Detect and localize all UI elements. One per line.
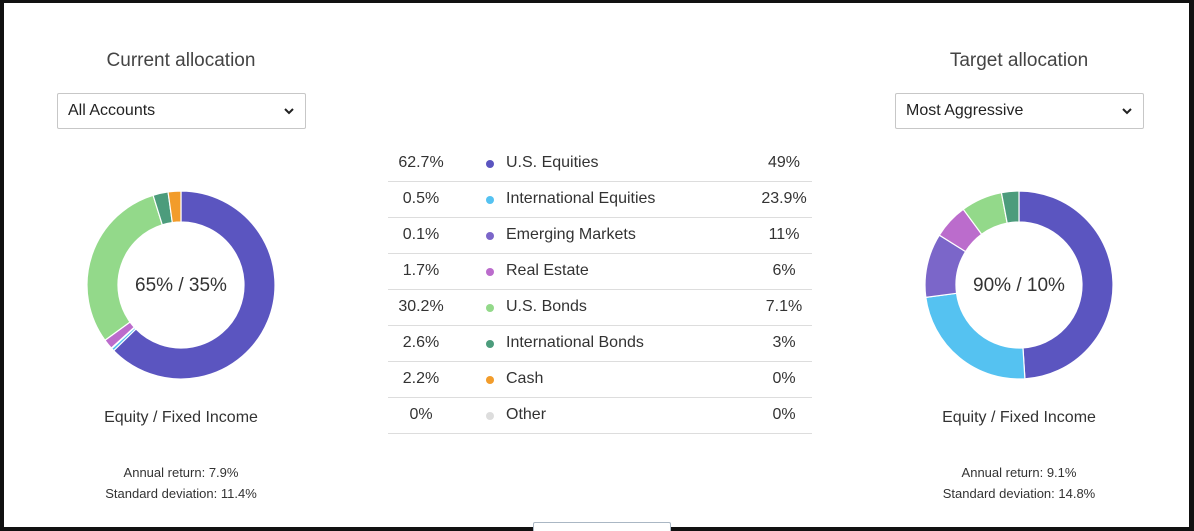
target-percent-label: 0%	[772, 406, 796, 423]
target-equity-fixed-ratio: 90% / 10%	[973, 275, 1065, 296]
donut-slice	[925, 292, 1026, 380]
asset-class-label: International Bonds	[506, 334, 644, 351]
target-allocation-title: Target allocation	[949, 50, 1089, 71]
accounts-select-value: All Accounts	[68, 102, 156, 119]
target-percent-label: 6%	[772, 262, 796, 279]
target-annual-return: Annual return: 9.1%	[961, 465, 1077, 480]
donut-slice	[1018, 190, 1114, 380]
legend-dot-icon	[486, 160, 494, 168]
current-standard-deviation: Standard deviation: 11.4%	[105, 486, 257, 501]
current-annual-return: Annual return: 7.9%	[123, 465, 239, 480]
chevron-down-icon	[1122, 108, 1132, 115]
target-percent-label: 23.9%	[761, 190, 807, 207]
allocation-row: 30.2% U.S. Bonds 7.1%	[388, 290, 812, 326]
allocation-row: 2.2% Cash 0%	[388, 362, 812, 398]
current-caption: Equity / Fixed Income	[104, 409, 258, 426]
current-percent-label: 0.1%	[402, 226, 440, 243]
accounts-select[interactable]: All Accounts	[57, 93, 306, 129]
allocation-row: 0.5% International Equities 23.9%	[388, 182, 812, 218]
asset-class-label: Cash	[506, 370, 544, 387]
legend-dot-icon	[486, 376, 494, 384]
allocation-row: 62.7% U.S. Equities 49%	[388, 146, 812, 182]
target-standard-deviation: Standard deviation: 14.8%	[942, 486, 1096, 501]
chevron-down-icon	[284, 108, 294, 115]
donut-slice	[86, 194, 164, 342]
asset-class-label: Real Estate	[506, 262, 589, 279]
legend-dot-icon	[486, 268, 494, 276]
current-percent-label: 1.7%	[402, 262, 440, 279]
current-percent-label: 2.6%	[402, 334, 440, 351]
asset-class-label: U.S. Equities	[506, 154, 599, 171]
risk-profile-select-value: Most Aggressive	[906, 102, 1024, 119]
legend-dot-icon	[486, 196, 494, 204]
legend-dot-icon	[486, 304, 494, 312]
asset-class-label: U.S. Bonds	[506, 298, 587, 315]
asset-class-label: International Equities	[506, 190, 656, 207]
current-percent-label: 0.5%	[402, 190, 440, 207]
target-percent-label: 0%	[772, 370, 796, 387]
current-percent-label: 0%	[409, 406, 433, 423]
current-percent-label: 62.7%	[398, 154, 444, 171]
target-percent-label: 11%	[768, 226, 800, 243]
asset-class-label: Other	[506, 406, 547, 423]
target-percent-label: 7.1%	[765, 298, 803, 315]
donut-slice	[167, 190, 182, 224]
allocation-table: 62.7% U.S. Equities 49% 0.5% International E…	[388, 146, 812, 434]
legend-dot-icon	[486, 340, 494, 348]
donut-slice	[1000, 190, 1020, 224]
legend-dot-icon	[486, 232, 494, 240]
donut-slice	[112, 190, 276, 380]
current-percent-label: 2.2%	[402, 370, 440, 387]
legend-dot-icon	[486, 412, 494, 420]
current-percent-label: 30.2%	[398, 298, 444, 315]
allocation-row: 1.7% Real Estate 6%	[388, 254, 812, 290]
target-caption: Equity / Fixed Income	[942, 409, 1096, 426]
bottom-button-partial[interactable]	[533, 522, 671, 531]
target-percent-label: 3%	[772, 334, 796, 351]
risk-profile-select[interactable]: Most Aggressive	[895, 93, 1144, 129]
allocation-row: 0% Other 0%	[388, 398, 812, 434]
current-allocation-title: Current allocation	[106, 50, 256, 71]
current-equity-fixed-ratio: 65% / 35%	[135, 275, 227, 296]
asset-class-label: Emerging Markets	[506, 226, 636, 243]
target-percent-label: 49%	[767, 154, 801, 171]
allocation-row: 0.1% Emerging Markets 11%	[388, 218, 812, 254]
target-allocation-donut	[924, 190, 1114, 380]
current-allocation-donut	[86, 190, 276, 380]
allocation-row: 2.6% International Bonds 3%	[388, 326, 812, 362]
